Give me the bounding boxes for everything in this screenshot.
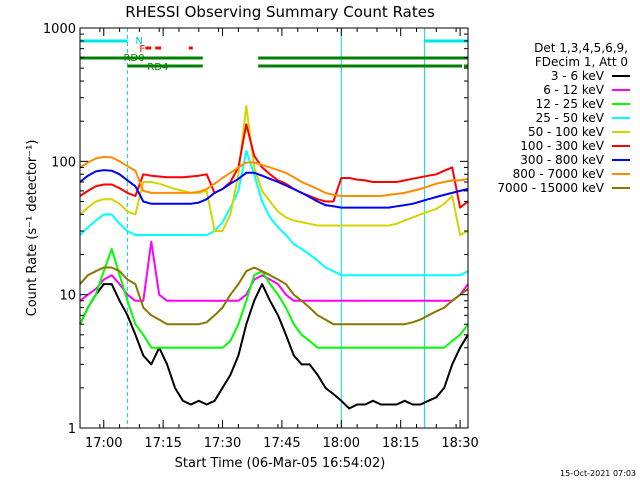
series-line	[79, 266, 469, 326]
series-line	[79, 149, 469, 277]
x-axis-label: Start Time (06-Mar-05 16:54:02)	[175, 456, 386, 471]
x-tick-label: 17:30	[204, 436, 241, 451]
y-tick-label: 100	[51, 155, 76, 170]
series-line	[79, 240, 469, 302]
legend-label: 800 - 7000 keV	[513, 167, 605, 181]
night-flag-label: N	[135, 36, 142, 47]
x-tick-label: 17:15	[144, 436, 181, 451]
legend-label: 3 - 6 keV	[551, 69, 605, 83]
footer-timestamp: 15-Oct-2021 07:03	[560, 469, 636, 478]
legend-label: 25 - 50 keV	[536, 111, 605, 125]
series-line	[79, 169, 469, 209]
series-line	[79, 105, 469, 236]
x-tick-label: 18:15	[382, 436, 419, 451]
rd0-flag-label: RD0	[124, 53, 145, 64]
series-line	[79, 123, 469, 209]
series-line	[79, 248, 469, 349]
legend-label: 300 - 800 keV	[520, 153, 604, 167]
y-axis-label: Count Rate (s⁻¹ detector⁻¹)	[25, 140, 40, 317]
chart-title: RHESSI Observing Summary Count Rates	[125, 3, 435, 21]
flare-flag-label: F	[139, 44, 145, 55]
series-line	[79, 155, 469, 197]
legend-label: 100 - 300 keV	[520, 139, 604, 153]
x-tick-label: 17:00	[85, 436, 122, 451]
y-tick-label: 1	[68, 422, 76, 437]
series-line	[79, 283, 469, 410]
legend-header-line2: FDecim 1, Att 0	[535, 55, 628, 69]
series-lines	[79, 105, 469, 410]
legend-label: 50 - 100 keV	[528, 125, 605, 139]
plot-background	[80, 28, 468, 428]
x-tick-label: 17:45	[263, 436, 300, 451]
y-tick-label: 10	[59, 289, 76, 304]
x-tick-label: 18:30	[441, 436, 478, 451]
legend-header-line1: Det 1,3,4,5,6,9,	[534, 41, 628, 55]
legend-label: 12 - 25 keV	[536, 97, 605, 111]
legend-label: 7000 - 15000 keV	[497, 181, 604, 195]
rd4-flag-label: RD4	[147, 62, 168, 73]
plot-frame	[79, 27, 469, 429]
legend-label: 6 - 12 keV	[543, 83, 605, 97]
plot-area	[80, 28, 468, 428]
x-tick-label: 18:00	[323, 436, 360, 451]
axes: 1 10 100 1000 17:00 17:15 17:30 17:45 18:00 18:15…	[43, 22, 479, 451]
y-tick-label: 1000	[43, 22, 76, 37]
